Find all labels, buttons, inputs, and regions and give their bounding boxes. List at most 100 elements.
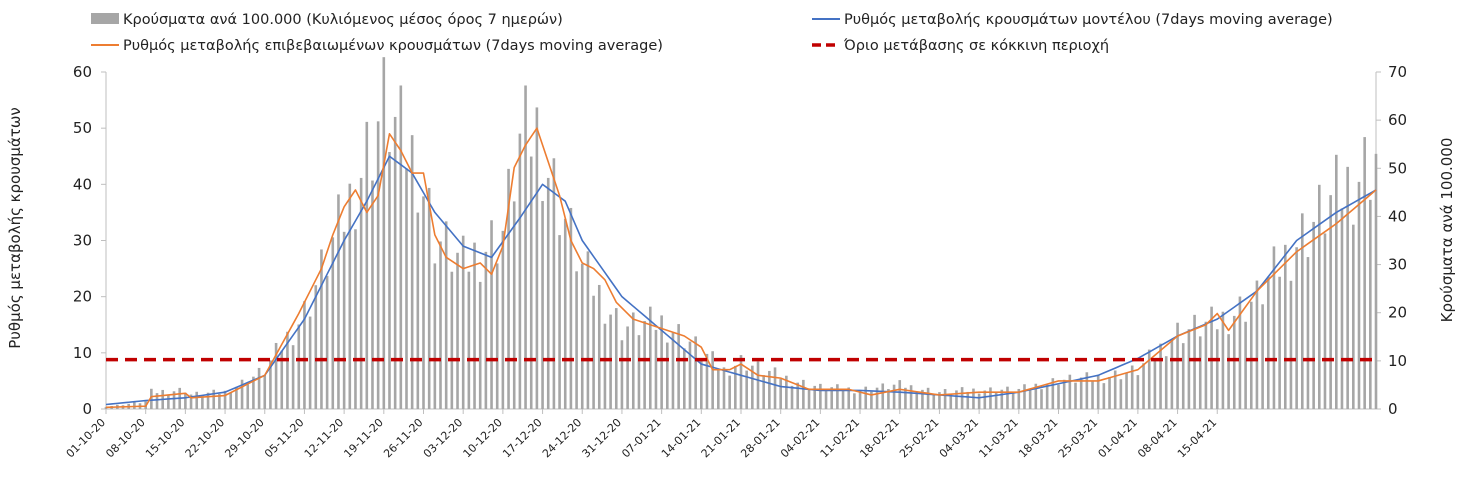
bar (195, 391, 199, 409)
bar (1335, 154, 1338, 409)
bar (172, 391, 176, 409)
bar (926, 387, 930, 409)
bar (490, 220, 493, 409)
bar (1374, 153, 1378, 409)
bar (983, 390, 987, 409)
bar (700, 358, 703, 409)
bar (745, 370, 748, 409)
bar (263, 375, 267, 409)
x-tick-label: 17-12-20 (500, 416, 545, 461)
bar (819, 383, 822, 409)
bar (212, 389, 216, 409)
bar (507, 168, 510, 409)
bar (1153, 358, 1157, 409)
x-tick-label: 21-01-21 (699, 416, 744, 461)
x-tick-label: 29-10-20 (222, 416, 267, 461)
bar (501, 230, 505, 409)
x-tick-label: 19-11-20 (341, 416, 386, 461)
bar (1079, 377, 1083, 409)
right-tick-label: 0 (1388, 400, 1398, 418)
bar (631, 312, 635, 409)
left-tick-label: 50 (73, 119, 92, 137)
bar (439, 241, 442, 409)
bar (246, 384, 250, 409)
x-tick-label: 24-12-20 (540, 416, 585, 461)
legend-bars-label: Κρούσματα ανά 100.000 (Κυλιόμενος μέσος … (123, 12, 563, 28)
left-tick-label: 60 (73, 63, 92, 81)
bar (444, 221, 448, 409)
bar (773, 367, 777, 409)
bar (1176, 322, 1179, 409)
bar (1340, 208, 1344, 409)
bar (1006, 386, 1009, 409)
left-tick-label: 40 (73, 175, 92, 193)
bar (1147, 349, 1151, 409)
bar (223, 390, 227, 409)
x-tick-label: 03-12-20 (421, 416, 466, 461)
bar (887, 389, 890, 409)
bar (1142, 363, 1145, 409)
bar (1352, 224, 1355, 409)
right-tick-label: 50 (1388, 159, 1407, 177)
left-tick-label: 20 (73, 288, 92, 306)
bar (1181, 343, 1185, 409)
bar (909, 385, 913, 409)
bar (1170, 340, 1174, 409)
bar (904, 387, 907, 409)
bar (1125, 372, 1128, 409)
bar (972, 388, 975, 409)
bar (229, 393, 233, 409)
bar (1017, 388, 1021, 409)
bar (1318, 184, 1321, 409)
legend-model-label: Ρυθμός μεταβολής κρουσμάτων μοντέλου (7d… (844, 12, 1333, 28)
bar (184, 392, 187, 409)
bar (830, 387, 834, 409)
right-tick-label: 70 (1388, 63, 1407, 81)
bar (240, 379, 244, 409)
bar (1215, 329, 1219, 409)
bar (683, 348, 686, 409)
bar (1227, 334, 1230, 409)
bar (1221, 311, 1225, 409)
bar (1057, 384, 1060, 409)
bar (1164, 356, 1168, 409)
bar (104, 407, 108, 409)
x-tick-label: 11-02-21 (818, 416, 863, 461)
bar (456, 252, 459, 409)
bar (1289, 280, 1293, 409)
x-tick-label: 31-12-20 (580, 416, 625, 461)
bar (433, 263, 437, 409)
x-tick-label: 10-12-20 (460, 416, 505, 461)
bar (836, 384, 839, 409)
bar (150, 388, 153, 409)
bar (1323, 233, 1327, 409)
x-tick-label: 14-01-21 (659, 416, 704, 461)
bar (875, 387, 879, 409)
bar (586, 251, 590, 409)
bar (1255, 280, 1259, 409)
bar (291, 345, 295, 409)
bar (643, 321, 646, 409)
bar (1295, 247, 1298, 409)
bar (688, 341, 692, 409)
bar (1187, 329, 1191, 409)
bar (943, 389, 947, 409)
bar (785, 375, 788, 409)
bar (1232, 315, 1236, 409)
right-tick-label: 10 (1388, 352, 1407, 370)
bar (915, 392, 919, 409)
bar (189, 394, 193, 409)
bar (603, 323, 607, 409)
bar (989, 387, 992, 409)
right-tick-label: 40 (1388, 207, 1407, 225)
bar (966, 391, 970, 409)
bar (892, 384, 896, 409)
confirmed-line (105, 127, 1377, 409)
bar (626, 326, 629, 409)
bar (461, 235, 465, 409)
bar (252, 376, 255, 409)
bar (609, 314, 612, 409)
bar (1028, 388, 1032, 409)
bar (337, 194, 340, 409)
bar (960, 387, 964, 409)
